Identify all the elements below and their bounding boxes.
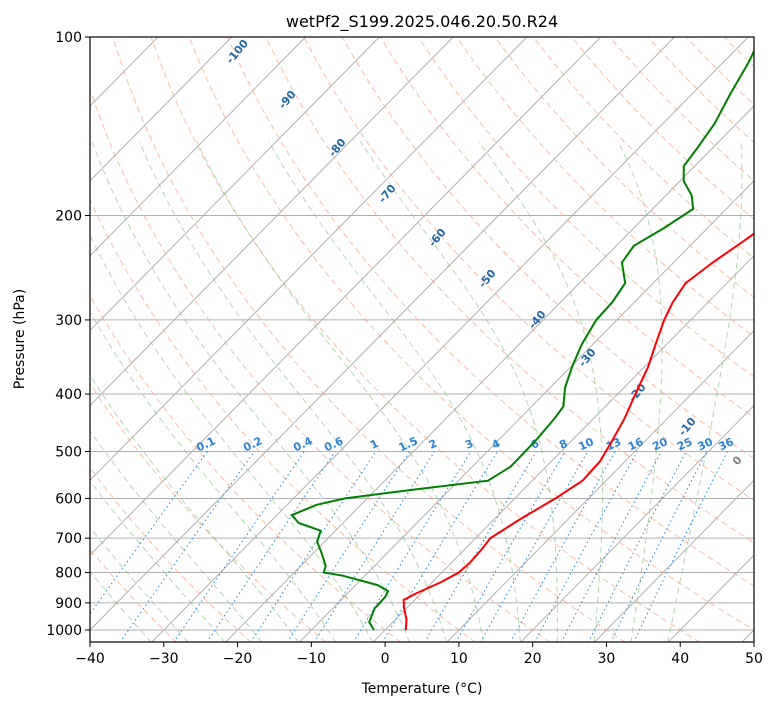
mixing-ratio-line xyxy=(250,451,377,642)
isotherm-line xyxy=(298,180,754,642)
dry-adiabat-line xyxy=(341,37,754,460)
mixing-ratio-line xyxy=(633,451,728,642)
moist-adiabat-line xyxy=(196,141,484,642)
mixing-ratio-line xyxy=(382,451,498,642)
dry-adiabat-line xyxy=(90,294,402,642)
isotherm-line xyxy=(90,37,233,182)
dry-adiabat-line xyxy=(226,37,754,587)
dry-adiabat-line xyxy=(90,467,252,642)
moist-adiabat-line xyxy=(90,310,337,642)
dry-adiabat-line xyxy=(188,37,754,631)
dry-adiabat-line xyxy=(90,198,476,642)
dry-adiabat-line xyxy=(265,37,754,544)
isotherm-line xyxy=(151,37,749,642)
y-tick-label: 900 xyxy=(55,596,82,612)
moist-adiabat-line xyxy=(91,141,410,642)
mixing-ratio-label: 13 xyxy=(604,435,623,453)
x-tick-label: 20 xyxy=(524,651,542,667)
x-ticks: −40 −30 −20 −10 0 10 20 30 40 50 xyxy=(75,642,763,667)
mixing-ratio-line xyxy=(173,451,305,642)
mixing-ratio-label: 16 xyxy=(626,435,646,453)
dry-adiabat-line xyxy=(379,37,754,419)
data-series xyxy=(290,48,754,631)
isotherm-line xyxy=(90,37,306,257)
y-tick-label: 700 xyxy=(55,531,82,547)
moist-adiabat-line xyxy=(478,141,603,642)
dry-adiabat-line xyxy=(418,37,754,378)
mixing-ratio-line xyxy=(313,451,435,642)
plot-frame xyxy=(89,36,755,643)
y-tick-label: 400 xyxy=(55,387,82,403)
y-tick-label: 200 xyxy=(55,209,82,225)
x-tick-label: −10 xyxy=(297,651,327,667)
isotherm-line xyxy=(372,255,754,642)
x-tick-label: 50 xyxy=(745,651,763,667)
moist-adiabat-line xyxy=(90,526,189,642)
mixing-ratio-label: 36 xyxy=(716,435,736,453)
y-axis-label: Pressure (hPa) xyxy=(12,289,28,389)
moist-adiabat-line xyxy=(667,141,743,642)
mixing-ratio-line xyxy=(286,451,411,642)
x-tick-label: −40 xyxy=(75,651,105,667)
isotherm-line xyxy=(90,37,528,482)
isotherm-line xyxy=(520,404,754,642)
x-tick-label: −20 xyxy=(223,651,253,667)
dry-adiabat-line xyxy=(150,37,701,642)
isotherm-line xyxy=(90,37,602,556)
chart-title: wetPf2_S199.2025.046.20.50.R24 xyxy=(286,12,558,32)
mixing-ratio-line xyxy=(119,451,255,642)
moist-adiabat-line xyxy=(360,141,558,642)
x-tick-label: 30 xyxy=(598,651,616,667)
profile-line xyxy=(290,48,754,631)
isotherm-line xyxy=(593,479,754,642)
isotherm-line xyxy=(90,37,380,332)
mixing-ratio-label: 25 xyxy=(675,435,694,453)
isotherm-line xyxy=(446,329,754,642)
dry-adiabat-line xyxy=(112,37,626,642)
isotherm-line xyxy=(90,37,454,407)
moist-adiabat-line xyxy=(90,429,263,642)
dry-adiabat-line xyxy=(303,37,754,501)
mixing-ratio-label: 30 xyxy=(696,435,716,453)
moist-adiabat-line xyxy=(90,479,226,642)
moist-adiabat-line xyxy=(617,141,663,642)
mixing-ratio-line xyxy=(560,451,662,642)
moist-adiabat-line xyxy=(90,570,152,642)
y-ticks: 1000 900 800 700 600 500 400 300 200 100 xyxy=(46,30,90,639)
x-tick-label: 0 xyxy=(381,651,390,667)
x-tick-label: 10 xyxy=(450,651,468,667)
moist-adiabat-line xyxy=(90,234,373,642)
x-axis-label: Temperature (°C) xyxy=(361,681,483,697)
y-tick-label: 500 xyxy=(55,444,82,460)
y-tick-label: 1000 xyxy=(46,623,82,639)
y-tick-label: 800 xyxy=(55,566,82,582)
x-tick-label: −30 xyxy=(149,651,179,667)
y-tick-label: 600 xyxy=(55,491,82,507)
mixing-ratio-label: 20 xyxy=(650,435,670,453)
profile-line xyxy=(402,232,754,631)
isotherm-line xyxy=(225,105,754,642)
mixing-ratio-line xyxy=(534,451,638,642)
moist-adiabat-line xyxy=(268,141,521,642)
y-tick-label: 100 xyxy=(55,30,82,46)
mixing-ratio-label: 10 xyxy=(577,435,597,453)
moist-adiabat-line xyxy=(138,141,447,642)
mixing-ratio-line xyxy=(206,451,336,642)
y-tick-label: 300 xyxy=(55,313,82,329)
background-lines xyxy=(90,37,754,642)
mixing-ratio-line xyxy=(424,451,537,642)
dry-adiabat-line xyxy=(90,87,551,642)
dry-adiabat-line xyxy=(456,37,754,338)
mixing-ratio-line xyxy=(353,451,472,642)
x-tick-label: 40 xyxy=(671,651,689,667)
